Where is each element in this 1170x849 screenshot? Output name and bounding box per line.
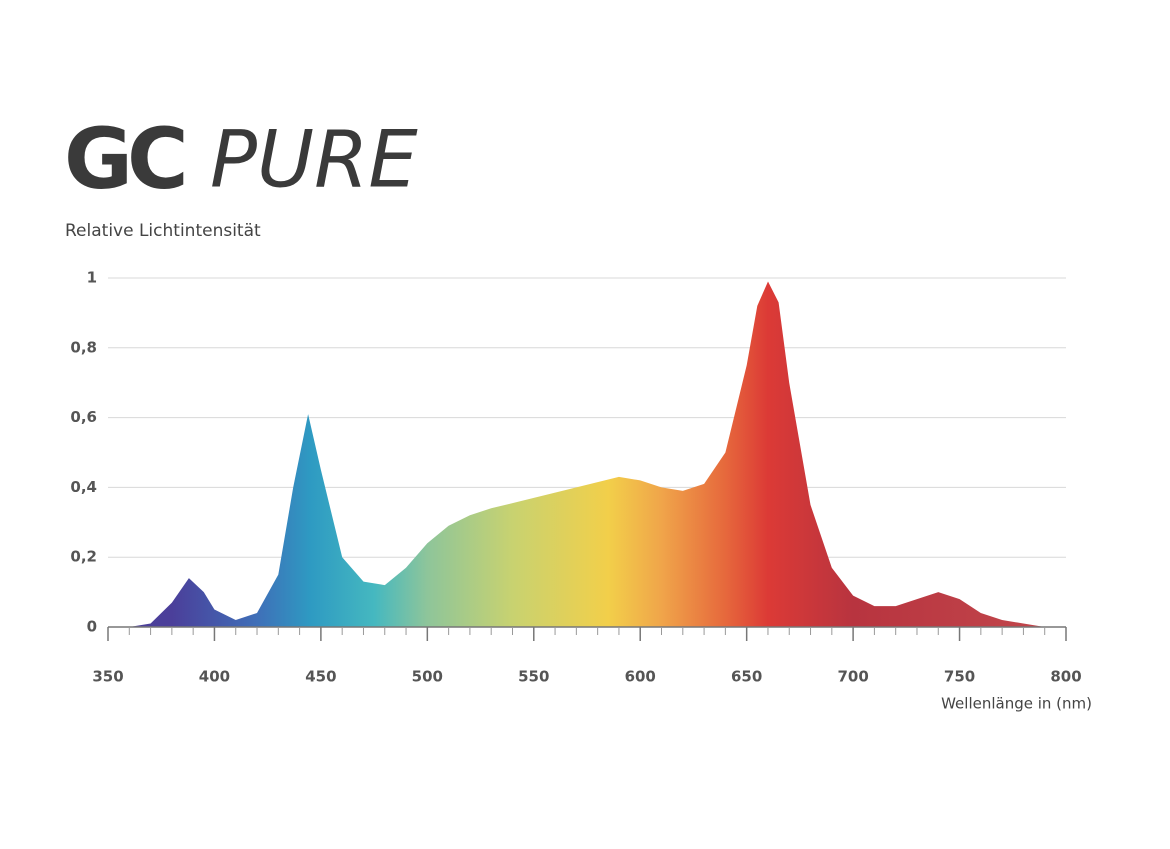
x-tick-label: 450 bbox=[305, 668, 336, 686]
x-tick-label: 800 bbox=[1050, 668, 1081, 686]
y-tick-label: 1 bbox=[87, 269, 97, 287]
x-tick-label: 750 bbox=[944, 668, 975, 686]
x-tick-label: 550 bbox=[518, 668, 549, 686]
x-tick-label: 700 bbox=[837, 668, 868, 686]
y-axis-label: Relative Lichtintensität bbox=[65, 221, 261, 241]
logo-mark: GC bbox=[64, 110, 184, 208]
y-tick-label: 0,4 bbox=[70, 478, 97, 496]
y-tick-label: 0,8 bbox=[70, 338, 97, 356]
logo-text: PURE bbox=[210, 115, 418, 205]
x-tick-label: 400 bbox=[199, 668, 230, 686]
x-tick-label: 600 bbox=[625, 668, 656, 686]
x-tick-label: 650 bbox=[731, 668, 762, 686]
x-tick-label: 500 bbox=[412, 668, 443, 686]
y-tick-label: 0,6 bbox=[70, 408, 97, 426]
y-tick-label: 0,2 bbox=[70, 548, 97, 566]
spectrum-area bbox=[129, 281, 1045, 627]
x-tick-label: 350 bbox=[92, 668, 123, 686]
x-axis-label: Wellenlänge in (nm) bbox=[941, 695, 1092, 713]
y-tick-label: 0 bbox=[87, 618, 97, 636]
